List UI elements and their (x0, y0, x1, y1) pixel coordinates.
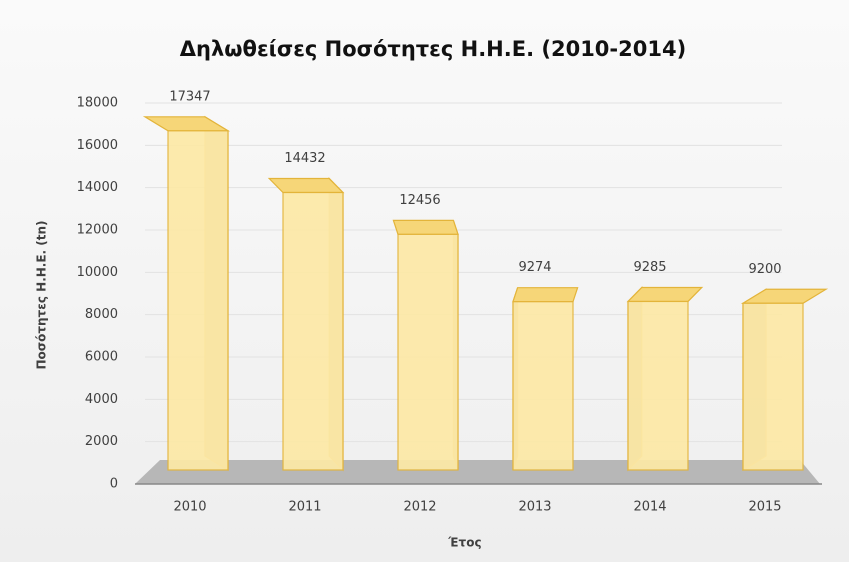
value-label: 9274 (518, 260, 551, 275)
bar (627, 300, 689, 471)
x-tick-label: 2010 (173, 500, 206, 515)
bar (397, 233, 459, 471)
y-tick-label: 0 (110, 477, 118, 492)
y-tick-label: 10000 (77, 265, 118, 280)
bar-top (392, 219, 459, 235)
value-label: 9200 (748, 262, 781, 277)
value-label: 12456 (399, 193, 440, 208)
y-tick-label: 8000 (85, 307, 118, 322)
y-tick-label: 6000 (85, 350, 118, 365)
chart-title: Δηλωθείσες Ποσότητες Η.Η.Ε. (2010-2014) (180, 37, 686, 61)
y-tick-label: 16000 (77, 138, 118, 153)
bar-top (626, 286, 704, 303)
y-tick-label: 12000 (77, 223, 118, 238)
floor (135, 460, 820, 484)
x-tick-label: 2013 (518, 500, 551, 515)
bar (167, 130, 229, 471)
y-tick-label: 4000 (85, 392, 118, 407)
y-tick-label: 18000 (77, 96, 118, 111)
bar (512, 301, 574, 471)
bar (742, 302, 804, 471)
bar (282, 191, 344, 471)
x-tick-label: 2012 (403, 500, 436, 515)
value-label: 14432 (284, 151, 325, 166)
bar-top (267, 177, 345, 194)
x-tick-label: 2015 (748, 500, 781, 515)
x-tick-label: 2014 (633, 500, 666, 515)
x-axis-title: Έτος (447, 536, 481, 550)
bar-top (512, 287, 579, 303)
value-label: 17347 (169, 89, 210, 104)
y-tick-label: 14000 (77, 180, 118, 195)
y-tick-label: 2000 (85, 434, 118, 449)
y-axis-title: Ποσότητες Η.Η.Ε. (tn) (35, 220, 49, 369)
value-label: 9285 (633, 260, 666, 275)
x-tick-label: 2011 (288, 500, 321, 515)
